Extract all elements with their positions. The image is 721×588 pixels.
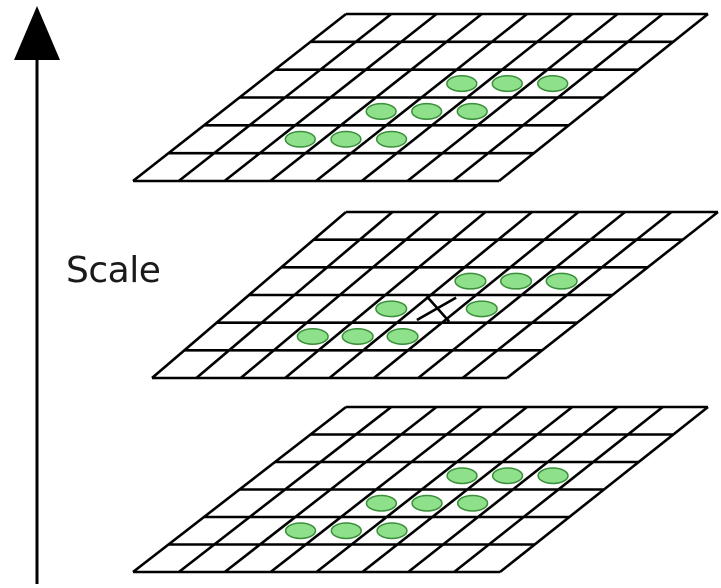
pyramid-level-middle	[151, 210, 719, 380]
x-mark-stroke	[425, 295, 451, 323]
neighbor-sample	[446, 467, 478, 485]
grid-col-line	[406, 12, 619, 183]
grid-col-line	[269, 405, 483, 574]
grid-col-line	[499, 405, 709, 574]
grid-col-line	[453, 405, 664, 574]
grid-col-line	[195, 211, 394, 379]
grid-col-line	[315, 405, 528, 574]
grid-col-line	[177, 12, 393, 183]
neighbor-sample	[341, 328, 374, 345]
grid-col-line	[284, 210, 487, 380]
grid-col-line	[461, 210, 673, 380]
grid-col-line	[328, 210, 533, 380]
neighbor-sample	[284, 130, 316, 148]
grid-col-line	[239, 211, 440, 379]
grid-col-line	[360, 12, 574, 183]
pyramid-level-top	[132, 12, 709, 183]
neighbor-sample	[411, 494, 443, 512]
neighbor-sample	[491, 75, 523, 93]
neighbor-sample	[330, 130, 362, 148]
neighbor-sample	[454, 272, 487, 290]
grid-col-line	[407, 405, 619, 574]
scale-axis-label: Scale	[66, 250, 161, 291]
grid-col-line	[373, 210, 580, 380]
neighbor-sample	[499, 272, 533, 290]
grid-col-line	[452, 12, 664, 183]
scale-axis-arrowhead	[14, 6, 60, 60]
grid-col-line	[223, 405, 438, 574]
neighbor-sample	[375, 300, 408, 318]
neighbor-sample	[330, 522, 362, 540]
neighbor-sample	[296, 328, 329, 345]
pyramid-level-bottom	[132, 405, 709, 574]
neighbor-sample	[411, 102, 443, 120]
neighbor-sample	[537, 467, 569, 485]
neighbor-sample	[491, 467, 524, 485]
pyramid-levels	[132, 12, 719, 574]
grid-col-line	[506, 210, 719, 380]
neighbor-sample	[456, 494, 489, 512]
grid-col-line	[151, 211, 347, 379]
grid-col-line	[315, 12, 528, 183]
neighbor-sample	[446, 75, 478, 93]
grid-col-line	[178, 405, 393, 574]
grid-col-line	[132, 405, 347, 574]
neighbor-sample	[456, 102, 488, 120]
neighbor-sample	[386, 328, 419, 345]
neighbor-sample	[365, 102, 397, 120]
neighbor-sample	[365, 494, 398, 512]
neighbor-sample	[537, 75, 569, 93]
scale-axis	[14, 6, 60, 584]
grid-col-line	[269, 12, 483, 183]
grid-col-line	[223, 12, 438, 183]
neighbor-sample	[465, 300, 498, 318]
neighbor-sample	[284, 522, 317, 540]
grid-col-line	[132, 12, 347, 183]
neighbor-sample	[376, 522, 408, 540]
neighbor-sample	[545, 272, 578, 290]
sample-point-x-mark	[416, 295, 457, 323]
grid-col-line	[361, 405, 574, 574]
grid-col-line	[417, 210, 626, 380]
neighbor-sample	[375, 130, 408, 148]
grid-col-line	[498, 12, 709, 183]
